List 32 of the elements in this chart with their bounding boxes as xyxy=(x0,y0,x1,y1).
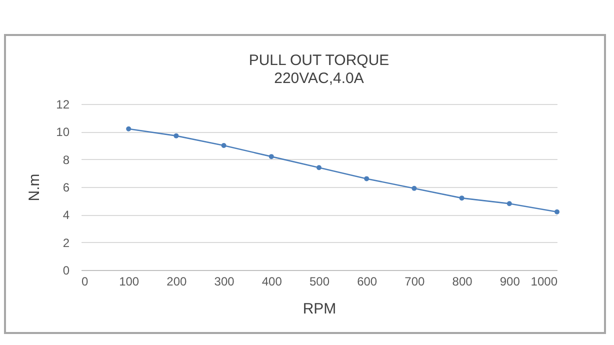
point xyxy=(268,154,274,160)
y-tick-label: 4 xyxy=(62,208,70,222)
x-tick-label: 700 xyxy=(404,274,426,288)
point xyxy=(554,209,560,214)
x-tick-label: 500 xyxy=(309,274,330,288)
x-tick-label: 0 xyxy=(82,274,88,288)
y-tick-label: 10 xyxy=(56,125,70,140)
x-tick-label: 100 xyxy=(119,274,140,288)
x-tick-label: 200 xyxy=(166,274,188,288)
point xyxy=(126,126,132,132)
x-tick-label: 600 xyxy=(357,274,378,288)
y-tick-label: 6 xyxy=(62,180,70,194)
point xyxy=(316,165,322,170)
point xyxy=(506,201,512,206)
y-tick-label: 2 xyxy=(62,236,70,250)
point xyxy=(412,186,417,191)
y-tick-label: 0 xyxy=(62,264,70,278)
y-tick-label: 8 xyxy=(62,152,70,167)
x-tick-label: 800 xyxy=(452,274,473,288)
point xyxy=(174,133,179,138)
x-axis-title: RPM xyxy=(302,300,336,318)
point xyxy=(459,196,464,201)
x-tick-label: 900 xyxy=(500,274,520,288)
chart-subtitle: 220VAC,4.0A xyxy=(274,70,364,87)
x-tick-label: 1000 xyxy=(530,274,558,288)
x-tick-label: 300 xyxy=(214,274,235,288)
y-tick-label: 12 xyxy=(56,98,70,112)
chart-title: PULL OUT TORQUE xyxy=(248,52,390,69)
point xyxy=(364,176,370,182)
x-tick-label: 400 xyxy=(262,274,282,288)
y-axis-title: N.m xyxy=(26,174,44,202)
point xyxy=(221,143,226,148)
